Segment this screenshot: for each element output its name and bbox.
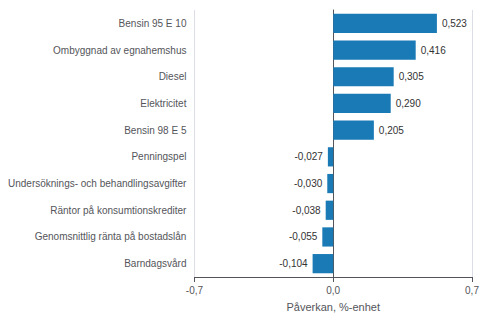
svg-text:Undersöknings- och behandlings: Undersöknings- och behandlingsavgifter — [8, 178, 187, 189]
svg-text:0,523: 0,523 — [442, 18, 467, 29]
svg-text:Bensin 98 E 5: Bensin 98 E 5 — [124, 125, 187, 136]
svg-text:-0,104: -0,104 — [279, 258, 308, 269]
svg-text:-0,030: -0,030 — [294, 178, 323, 189]
svg-text:0,7: 0,7 — [465, 285, 479, 296]
svg-text:0,305: 0,305 — [399, 71, 424, 82]
svg-text:Bensin 95 E 10: Bensin 95 E 10 — [119, 18, 187, 29]
svg-text:Genomsnittlig ränta på bostads: Genomsnittlig ränta på bostadslån — [35, 231, 187, 242]
svg-text:-0,038: -0,038 — [292, 205, 321, 216]
svg-text:Påverkan, %-enhet: Påverkan, %-enhet — [286, 301, 380, 313]
svg-text:-0,027: -0,027 — [295, 151, 324, 162]
svg-text:-0,7: -0,7 — [186, 285, 204, 296]
svg-text:Elektricitet: Elektricitet — [140, 98, 186, 109]
svg-text:0,290: 0,290 — [396, 98, 421, 109]
svg-text:-0,055: -0,055 — [289, 231, 318, 242]
svg-text:0,205: 0,205 — [379, 125, 404, 136]
svg-text:0,0: 0,0 — [326, 285, 340, 296]
svg-text:Penningspel: Penningspel — [131, 151, 186, 162]
svg-text:Diesel: Diesel — [159, 71, 187, 82]
svg-text:Räntor på konsumtionskrediter: Räntor på konsumtionskrediter — [50, 205, 187, 216]
svg-text:0,416: 0,416 — [421, 45, 446, 56]
svg-text:Barndagsvård: Barndagsvård — [124, 258, 186, 269]
svg-text:Ombyggnad av egnahemshus: Ombyggnad av egnahemshus — [53, 45, 186, 56]
